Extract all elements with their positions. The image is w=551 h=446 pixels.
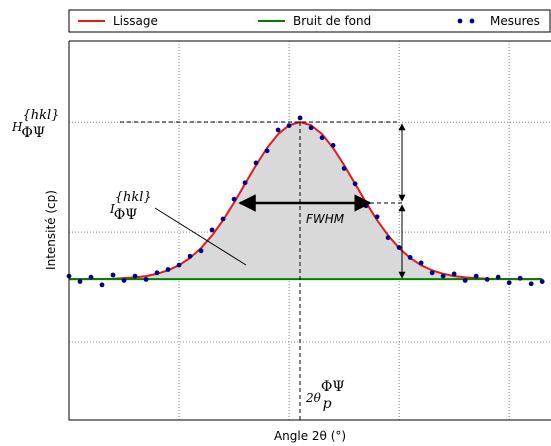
data-point (231, 196, 237, 202)
data-point (286, 123, 292, 128)
data-point (77, 279, 83, 284)
data-point (440, 273, 446, 279)
data-point (242, 180, 248, 186)
data-point (220, 216, 226, 222)
frame (68, 40, 551, 421)
fwhm-label: FWHM (306, 212, 345, 226)
legend-label: Lissage (113, 14, 158, 28)
data-point (198, 248, 204, 254)
data-point (99, 282, 105, 288)
data-point (506, 280, 512, 286)
data-point (132, 273, 138, 279)
data-point (451, 271, 457, 277)
data-point (143, 276, 149, 282)
integral-pointer (154, 207, 247, 266)
x-axis-label: Angle 2θ (°) (274, 429, 346, 443)
legend-label: Bruit de fond (293, 14, 371, 28)
data-point (539, 279, 545, 284)
data-point (407, 255, 413, 260)
data-point (528, 281, 534, 287)
data-point (121, 278, 127, 283)
data-point (88, 274, 94, 280)
data-point (396, 245, 402, 250)
data-point (517, 275, 523, 281)
legend-label: Mesures (490, 14, 540, 28)
data-point (484, 276, 490, 282)
data-point (495, 274, 501, 280)
legend-box (68, 9, 551, 33)
legend-symbol (469, 18, 475, 24)
legend-symbol (457, 18, 463, 24)
data-point (352, 181, 358, 187)
y-axis-label: Intensité (cp) (44, 190, 58, 270)
height-label: H{hkl} ΦΨ (11, 108, 59, 141)
data-point (462, 278, 468, 283)
data-point (385, 235, 391, 241)
data-point (297, 115, 303, 121)
integral-label: I{hkl} ΦΨ (109, 190, 152, 223)
data-point (319, 135, 325, 141)
data-point (374, 214, 380, 220)
data-point (110, 272, 116, 278)
peak-position-label: 2θΦΨ p (305, 379, 345, 412)
data-point (275, 127, 281, 133)
data-point (165, 267, 171, 272)
data-point (473, 273, 479, 279)
data-point (264, 148, 270, 154)
plot-area (66, 41, 551, 420)
data-point (209, 227, 215, 233)
data-point (187, 253, 193, 259)
data-point (154, 270, 160, 276)
series-line (69, 121, 543, 281)
data-point (176, 262, 182, 268)
legend: Lissage Bruit de fond Mesures (78, 14, 540, 28)
data-point (418, 260, 424, 266)
data-point (308, 125, 314, 131)
data-point (253, 160, 259, 166)
data-point (429, 270, 435, 276)
data-point (341, 166, 347, 171)
data-point (330, 142, 336, 148)
